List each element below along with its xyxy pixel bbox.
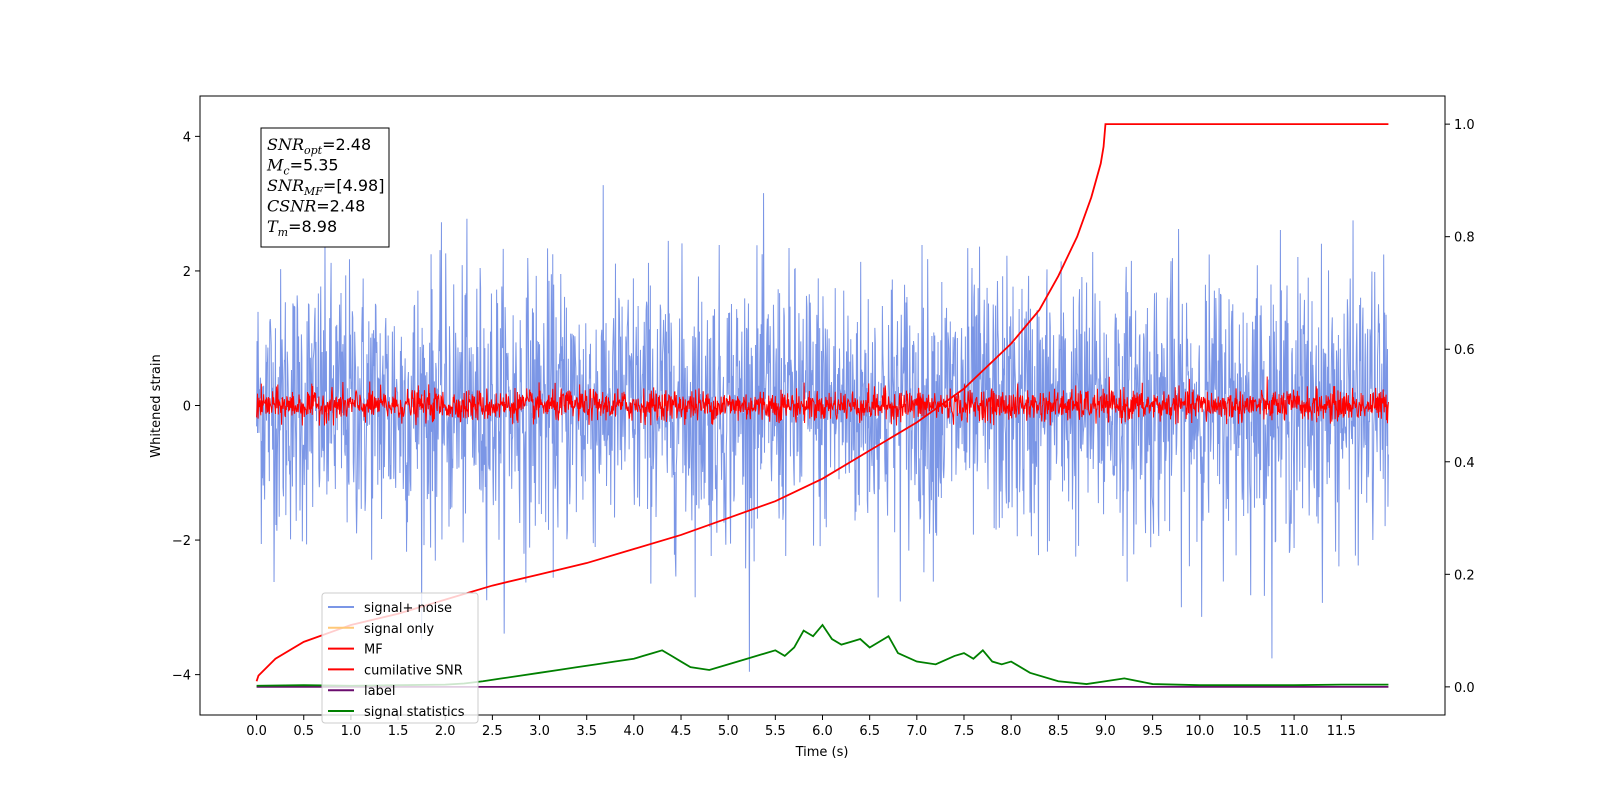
x-tick-label: 11.0 — [1280, 724, 1309, 739]
legend-entry: signal+ noise — [364, 601, 452, 616]
x-tick-label: 5.0 — [718, 724, 739, 739]
x-tick-label: 3.5 — [576, 724, 597, 739]
info-box-row: Mc=5.35 — [266, 156, 339, 178]
series-signal-statistics — [256, 623, 1389, 687]
x-tick-label: 9.5 — [1142, 724, 1163, 739]
y-left-tick-label: 2 — [183, 265, 191, 280]
legend-entry: signal only — [364, 622, 434, 637]
y-axis-left: −4 −2 0 2 4 — [172, 130, 200, 684]
legend-entry: cumilative SNR — [364, 663, 463, 678]
info-box: SNRopt=2.48Mc=5.35SNRMF=[4.98]CSNR=2.48T… — [260, 127, 390, 248]
y-right-tick-label: 0.4 — [1454, 456, 1475, 471]
x-tick-label: 4.0 — [624, 724, 645, 739]
info-box-row: SNRMF=[4.98] — [267, 176, 384, 198]
legend: signal+ noise signal only MF cumilative SNR… — [321, 592, 479, 724]
y-left-tick-label: −2 — [172, 534, 191, 549]
y-right-tick-label: 0.0 — [1454, 681, 1475, 696]
y-right-tick-label: 0.8 — [1454, 231, 1475, 246]
legend-entry: label — [364, 684, 395, 699]
x-tick-label: 7.5 — [954, 724, 975, 739]
info-box-row: SNRopt=2.48 — [267, 135, 371, 157]
x-tick-label: 10.5 — [1232, 724, 1261, 739]
x-axis: 0.0 0.5 1.0 1.5 2.0 2.5 3.0 3.5 4.0 4.5 5.0 5.5 6.0 6… — [246, 715, 1356, 739]
info-box-frame — [260, 127, 390, 248]
x-tick-label: 4.5 — [671, 724, 692, 739]
y-right-tick-label: 0.6 — [1454, 343, 1475, 358]
x-tick-label: 8.5 — [1048, 724, 1069, 739]
x-tick-label: 3.0 — [529, 724, 550, 739]
series-mf — [256, 376, 1389, 426]
x-tick-label: 10.0 — [1185, 724, 1214, 739]
x-tick-label: 2.5 — [482, 724, 503, 739]
x-tick-label: 9.0 — [1095, 724, 1116, 739]
legend-entry: signal statistics — [364, 705, 465, 720]
y-axis-right: 0.0 0.2 0.4 0.6 0.8 1.0 — [1445, 118, 1475, 696]
x-axis-label: Time (s) — [795, 745, 849, 760]
y-axis-label: Whitened strain — [149, 354, 164, 457]
x-tick-label: 2.0 — [435, 724, 456, 739]
x-tick-label: 1.5 — [388, 724, 409, 739]
x-tick-label: 0.0 — [246, 724, 267, 739]
legend-frame — [321, 592, 479, 724]
x-tick-label: 0.5 — [293, 724, 314, 739]
x-tick-label: 7.0 — [906, 724, 927, 739]
y-right-tick-label: 1.0 — [1454, 118, 1475, 133]
x-tick-label: 8.0 — [1001, 724, 1022, 739]
y-left-tick-label: 4 — [183, 130, 191, 145]
x-tick-label: 1.0 — [341, 724, 362, 739]
x-tick-label: 6.5 — [859, 724, 880, 739]
x-tick-label: 5.5 — [765, 724, 786, 739]
info-box-row: CSNR=2.48 — [267, 197, 365, 216]
legend-entry: MF — [364, 643, 383, 658]
y-left-tick-label: −4 — [172, 669, 191, 684]
x-tick-label: 6.0 — [812, 724, 833, 739]
y-left-tick-label: 0 — [183, 400, 191, 415]
info-box-row: Tm=8.98 — [267, 217, 337, 239]
x-tick-label: 11.5 — [1327, 724, 1356, 739]
y-right-tick-label: 0.2 — [1454, 568, 1475, 583]
